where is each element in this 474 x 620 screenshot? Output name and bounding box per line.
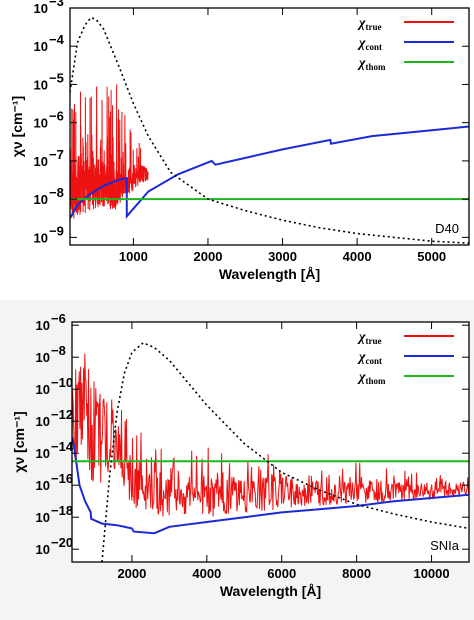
- chart-d40: 1000 2000 3000 4000 500010−910−810−710−610−5…: [9, 0, 470, 282]
- plot-area: [72, 322, 469, 562]
- plot-background: [72, 322, 469, 562]
- y-tick-label-1: 10: [34, 192, 48, 207]
- y-tick-label-0: 10: [34, 230, 48, 245]
- legend-entry-true: χtrue: [357, 330, 382, 346]
- x-tick-label-0: 2000: [117, 566, 146, 581]
- y-tick-exp-0: −20: [51, 535, 73, 550]
- x-tick-label-0: 1000: [119, 249, 148, 264]
- legend-entry-true: χtrue: [357, 16, 382, 32]
- chart-panel-top: 1000 2000 3000 4000 5000 10 −9 10 −8 10 −7 10 −6 10 −5…: [0, 0, 474, 300]
- x-tick-label-3: 8000: [342, 566, 371, 581]
- legend-entry-cont: χcont: [357, 36, 382, 52]
- legend-entry-thom: χthom: [357, 56, 386, 72]
- y-tick-label-2: 10: [36, 478, 50, 493]
- y-tick-exp-5: −10: [51, 375, 73, 390]
- y-tick-label-2: 10: [34, 154, 48, 169]
- series-true-line: [70, 84, 149, 219]
- y-tick-exp-1: −18: [51, 503, 73, 518]
- plot-frame: [69, 7, 470, 246]
- series-cont-line: [70, 125, 469, 219]
- y-tick-exp-2: −16: [51, 471, 73, 486]
- y-tick-label-5: 10: [36, 382, 50, 397]
- y-tick-exp-0: −9: [49, 223, 64, 238]
- y-tick-exp-6: −8: [51, 343, 66, 358]
- y-tick-label-6: 10: [34, 1, 48, 16]
- y-tick-exp-4: −12: [51, 407, 73, 422]
- series-cont-line: [72, 436, 469, 535]
- y-tick-label-3: 10: [36, 446, 50, 461]
- panel-label: SNIa: [430, 538, 460, 553]
- chart-panel-bottom: 2000 4000 6000 8000 10000 10 −20 10 −18 10 −16 10 −1…: [0, 300, 474, 620]
- y-tick-label-6: 10: [36, 350, 50, 365]
- y-tick-exp-7: −6: [51, 311, 66, 326]
- y-axis-label: χν [cm⁻¹]: [9, 96, 25, 157]
- y-tick-label-1: 10: [36, 510, 50, 525]
- x-tick-label-3: 4000: [343, 249, 372, 264]
- y-tick-exp-6: −3: [49, 0, 64, 9]
- y-tick-label-4: 10: [34, 77, 48, 92]
- y-tick-label-4: 10: [36, 414, 50, 429]
- series-true-line: [72, 353, 469, 517]
- dotted-curve-line: [101, 341, 469, 562]
- y-tick-exp-5: −4: [49, 32, 65, 47]
- x-tick-label-4: 5000: [417, 249, 446, 264]
- x-tick-label-1: 2000: [194, 249, 223, 264]
- plot-frame: [71, 321, 470, 563]
- y-tick-label-3: 10: [34, 116, 48, 131]
- x-tick-label-2: 6000: [267, 566, 296, 581]
- legend-entry-cont: χcont: [357, 350, 382, 366]
- y-tick-exp-3: −14: [51, 439, 74, 454]
- x-axis-label: Wavelength [Å]: [220, 583, 321, 599]
- y-tick-exp-4: −5: [49, 70, 64, 85]
- y-tick-exp-2: −7: [49, 147, 64, 162]
- x-tick-label-4: 10000: [413, 566, 449, 581]
- legend-entry-thom: χthom: [357, 370, 386, 386]
- y-tick-label-7: 10: [36, 318, 50, 333]
- x-tick-label-2: 3000: [268, 249, 297, 264]
- dotted-curve-line: [70, 16, 469, 244]
- panel-label: D40: [435, 221, 459, 236]
- x-tick-label-1: 4000: [192, 566, 221, 581]
- y-tick-label-5: 10: [34, 39, 48, 54]
- y-tick-exp-1: −8: [49, 185, 64, 200]
- y-tick-exp-3: −6: [49, 109, 64, 124]
- plot-background: [70, 8, 469, 245]
- y-tick-label-0: 10: [36, 542, 50, 557]
- y-axis-label: χν [cm⁻¹]: [11, 411, 27, 472]
- plot-area: [70, 8, 469, 245]
- x-axis-label: Wavelength [Å]: [219, 266, 320, 282]
